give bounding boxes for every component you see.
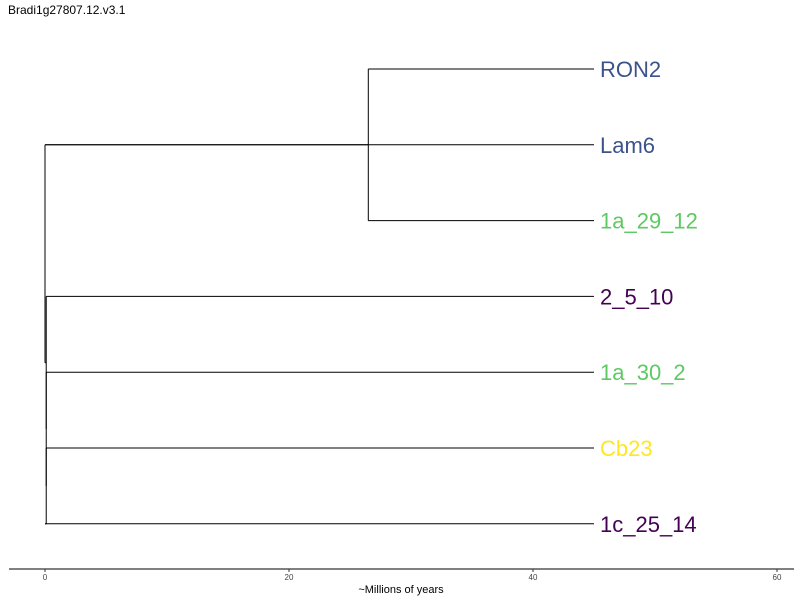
chart-title: Bradi1g27807.12.v3.1 (8, 3, 126, 17)
axis-ticks: 0 20 40 60 (43, 569, 782, 582)
axis-tick-label: 40 (529, 573, 538, 582)
axis-tick-label: 0 (43, 573, 48, 582)
axis-title: ~Millions of years (358, 584, 444, 596)
tip-label: 1a_30_2 (600, 360, 686, 385)
tip-label: Cb23 (600, 436, 653, 461)
axis-tick-label: 20 (285, 573, 294, 582)
time-axis: 0 20 40 60 ~Millions of years (9, 568, 794, 596)
tip-label: 1c_25_14 (600, 512, 697, 537)
tip-label: Lam6 (600, 133, 655, 158)
axis-tick-label: 60 (773, 573, 782, 582)
tip-label: 1a_29_12 (600, 209, 698, 234)
tip-label: RON2 (600, 57, 661, 82)
tip-labels: RON2 Lam6 1a_29_12 2_5_10 1a_30_2 Cb23 1c_25_1… (600, 57, 698, 537)
tree-branches (44, 68, 594, 525)
tip-label: 2_5_10 (600, 284, 673, 309)
